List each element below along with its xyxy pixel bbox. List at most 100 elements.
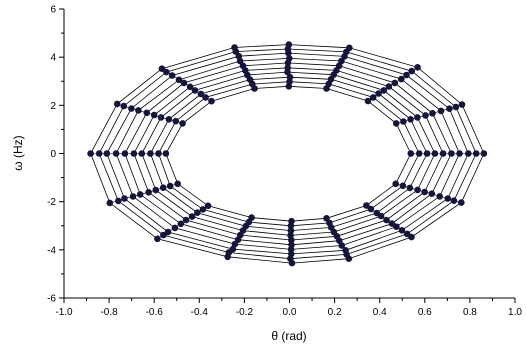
data-point [436,193,444,200]
data-point [106,199,114,207]
data-point [403,71,410,79]
data-point [180,79,188,87]
series-line-10 [165,85,412,222]
data-point [154,235,161,243]
data-point [208,97,215,105]
data-point [236,57,244,65]
data-point [152,186,160,194]
data-point [145,189,152,196]
data-point [171,224,179,232]
data-point [448,150,455,157]
x-tick-label: 0.0 [283,307,297,318]
data-point [113,100,121,108]
x-axis-title: θ (rad) [271,329,306,343]
data-point [373,209,381,217]
y-tick-label: 0 [50,149,56,160]
plot-area: -1.0 -0.8 -0.6 -0.4 -0.2 0.0 0.2 0.4 0.6 0.8 1.0 -… [47,5,522,319]
data-point [150,111,158,119]
data-point [415,150,423,157]
data-point [414,114,421,121]
data-point [403,230,411,238]
x-tick-label: -0.8 [100,307,118,318]
data-point [399,182,407,190]
data-point [165,116,173,123]
data-point [120,102,128,110]
y-tick-label: 6 [50,5,56,16]
data-point [199,206,207,213]
data-point [128,105,135,112]
connector-line [396,104,463,124]
data-point [422,112,429,119]
data-point [251,85,258,92]
connector-line [117,103,183,124]
data-point [385,83,393,90]
data-point [450,197,458,204]
data-point [284,68,291,76]
data-point [414,64,421,71]
data-point [444,195,452,202]
y-tick-label: 4 [50,53,56,64]
data-point [188,213,196,220]
data-point [364,97,372,105]
data-point [248,214,255,221]
x-axis-ticks: -1.0 -0.8 -0.6 -0.4 -0.2 0.0 0.2 0.4 0.6 0.8 1.0 [55,298,522,318]
data-point [398,75,405,83]
data-point [369,94,377,101]
data-point [287,227,295,234]
data-point [458,101,466,108]
data-point [472,150,480,157]
data-point [342,247,349,254]
data-point [143,109,151,117]
data-point [197,90,205,98]
data-point [407,116,414,123]
data-point [408,67,416,75]
data-point [428,190,436,197]
x-tick-label: 0.2 [328,307,342,318]
series-line-5 [124,62,452,246]
data-point [456,150,463,157]
data-point [423,150,431,157]
data-point [398,227,406,234]
data-point [383,216,390,224]
data-point [439,150,447,157]
data-point [414,186,421,194]
data-point [182,216,190,224]
y-axis-ticks: -6 -4 -2 0 2 4 6 [47,5,64,305]
data-point [363,202,370,209]
data-point [204,202,212,210]
y-tick-label: 2 [50,101,56,112]
data-point [135,107,142,114]
x-tick-label: 0.6 [418,307,432,318]
data-point [431,150,439,157]
data-point [480,150,488,157]
data-point [163,68,170,76]
data-point [130,150,138,157]
x-tick-label: 0.4 [373,307,387,318]
data-point [392,180,400,188]
data-point [429,110,436,117]
data-point [129,193,137,200]
data-point [162,150,170,157]
data-point [158,65,166,72]
y-tick-label: -4 [47,245,56,256]
data-point [177,220,185,228]
y-tick-label: -2 [47,197,56,208]
data-point [136,191,144,198]
data-point [285,49,292,57]
data-point [391,79,399,87]
data-point [87,150,94,157]
data-point [157,114,165,121]
data-point [465,150,472,157]
data-point [458,199,465,206]
data-point [406,184,414,192]
series-line-8 [149,76,428,232]
data-point [452,103,460,111]
data-point [166,182,174,190]
data-point [421,188,428,196]
data-point [174,180,181,188]
x-tick-label: -0.4 [191,307,209,318]
data-point [191,87,199,94]
data-point [147,150,154,157]
data-point [288,217,295,225]
data-point [323,85,330,92]
